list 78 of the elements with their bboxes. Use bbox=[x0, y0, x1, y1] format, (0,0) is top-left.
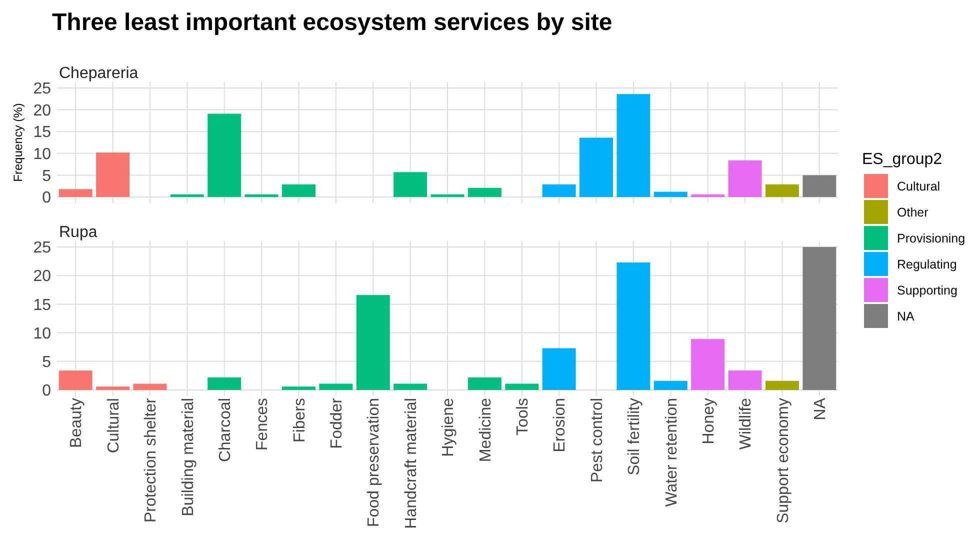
y-tick-label: 5 bbox=[42, 168, 52, 185]
y-tick-label: 0 bbox=[42, 190, 52, 207]
x-tick-label: Charcoal bbox=[216, 398, 234, 462]
bar bbox=[282, 386, 316, 390]
x-tick-label: Wildlife bbox=[738, 398, 755, 450]
bar bbox=[58, 370, 92, 390]
x-tick-label: Cultural bbox=[105, 398, 122, 454]
bar bbox=[542, 348, 576, 390]
x-tick-label: Beauty bbox=[68, 398, 86, 448]
x-tick-label: Water retention bbox=[663, 398, 680, 507]
bar bbox=[319, 384, 353, 390]
y-tick-label: 20 bbox=[33, 102, 52, 120]
x-tick-label: Fodder bbox=[328, 397, 346, 449]
legend-label: Cultural bbox=[897, 179, 940, 194]
bar bbox=[394, 172, 428, 197]
legend-label: Other bbox=[897, 205, 928, 220]
y-tick-label: 15 bbox=[33, 296, 52, 314]
bar bbox=[468, 188, 502, 197]
bar bbox=[691, 194, 725, 197]
chart-subtitle: Chepareria bbox=[59, 65, 138, 82]
y-tick-label: 25 bbox=[33, 80, 52, 98]
bar bbox=[96, 152, 130, 197]
bar bbox=[394, 384, 428, 390]
y-tick-label: 5 bbox=[42, 354, 52, 371]
bar bbox=[654, 380, 688, 390]
bar bbox=[728, 370, 762, 390]
y-tick-label: 20 bbox=[33, 268, 52, 286]
x-tick-label: Hygiene bbox=[440, 398, 458, 457]
bar bbox=[654, 192, 688, 197]
bar bbox=[542, 184, 576, 197]
bar bbox=[208, 377, 242, 390]
bar bbox=[728, 160, 762, 197]
bar bbox=[802, 247, 836, 390]
legend-label: Regulating bbox=[897, 257, 957, 272]
bar bbox=[505, 384, 539, 390]
bar bbox=[616, 94, 650, 197]
x-tick-label: Handcraft material bbox=[402, 398, 420, 529]
bar bbox=[208, 114, 242, 197]
x-tick-label: Soil fertility bbox=[626, 398, 644, 476]
bar bbox=[691, 339, 725, 390]
chart-subtitle: Rupa bbox=[59, 224, 98, 241]
bar bbox=[468, 377, 502, 390]
x-tick-label: Tools bbox=[514, 398, 532, 436]
bar bbox=[133, 384, 167, 390]
bar bbox=[616, 262, 650, 390]
bar bbox=[765, 184, 799, 197]
bar bbox=[244, 194, 278, 197]
bar bbox=[802, 175, 836, 197]
bar bbox=[170, 194, 204, 197]
x-tick-label: Honey bbox=[700, 398, 718, 444]
bar bbox=[765, 380, 799, 390]
x-tick-label: Erosion bbox=[552, 398, 569, 452]
y-tick-label: 10 bbox=[33, 146, 52, 163]
x-tick-label: Fences bbox=[254, 398, 272, 450]
x-tick-label: Fibers bbox=[291, 398, 308, 442]
legend-label: Supporting bbox=[897, 283, 958, 298]
y-tick-label: 25 bbox=[33, 240, 52, 257]
bar bbox=[58, 189, 92, 197]
bar bbox=[282, 184, 316, 197]
bar bbox=[96, 386, 130, 390]
chart-title: Three least important ecosystem services by site bbox=[52, 9, 612, 36]
legend-label: NA bbox=[897, 309, 916, 324]
y-axis-title: Frequency (%) bbox=[11, 103, 25, 182]
bar bbox=[430, 194, 464, 197]
x-tick-label: Protection shelter bbox=[142, 397, 160, 523]
legend-title: ES_group2 bbox=[862, 151, 942, 168]
legend-label: Provisioning bbox=[897, 231, 966, 246]
x-tick-label: Building material bbox=[180, 398, 197, 516]
y-tick-label: 15 bbox=[33, 124, 52, 142]
bar bbox=[580, 138, 613, 197]
x-tick-label: Support economy bbox=[774, 398, 792, 524]
x-tick-label: Food preservation bbox=[366, 398, 383, 527]
y-tick-label: 0 bbox=[42, 382, 52, 400]
bar bbox=[356, 295, 390, 390]
x-tick-label: Medicine bbox=[477, 398, 494, 462]
y-tick-label: 10 bbox=[33, 325, 52, 342]
x-tick-label: NA bbox=[812, 398, 830, 420]
x-tick-label: Pest control bbox=[588, 398, 606, 482]
